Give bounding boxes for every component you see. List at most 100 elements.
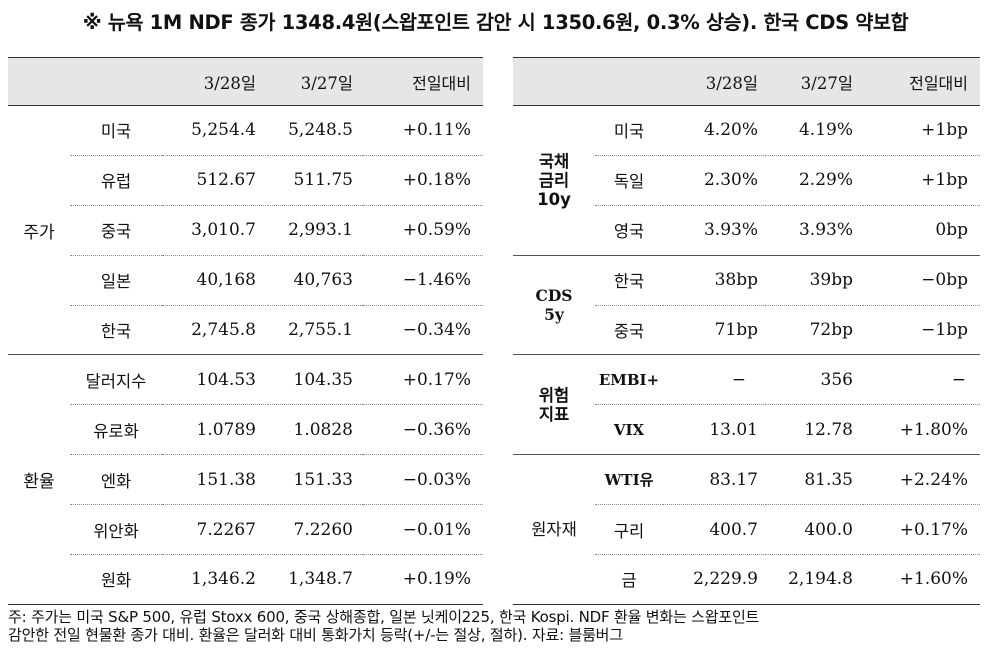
group-label-text: 국채 금리 10y xyxy=(537,151,571,209)
table-row: 한국 2,745.8 2,755.1 −0.34% xyxy=(8,305,483,356)
value-3-27: 151.33 xyxy=(268,454,363,506)
value-3-28: 5,254.4 xyxy=(162,105,268,156)
value-change: +0.11% xyxy=(363,105,483,156)
value-change: +2.24% xyxy=(863,454,980,506)
group-label-text: 위험 지표 xyxy=(538,385,570,424)
header-blank xyxy=(70,57,162,106)
group-label-risk: 위험 지표 xyxy=(513,354,595,456)
value-3-27: 2.29% xyxy=(766,155,863,206)
value-change: +0.17% xyxy=(363,354,483,406)
value-change: −0.03% xyxy=(363,454,483,506)
value-change: +0.18% xyxy=(363,155,483,206)
value-change: −0bp xyxy=(863,255,980,306)
table-row: 환율 달러지수 104.53 104.35 +0.17% xyxy=(8,354,483,605)
table-header-row: 3/28일 3/27일 전일대비 xyxy=(8,57,483,106)
value-3-28: 13.01 xyxy=(663,404,766,456)
value-3-27: 39bp xyxy=(766,255,863,306)
header-date-1: 3/28일 xyxy=(162,57,268,106)
table-row: 중국 3,010.7 2,993.1 +0.59% xyxy=(8,205,483,256)
group-label-text: CDS 5y xyxy=(535,286,573,325)
row-name: 일본 xyxy=(70,255,162,306)
table-row: 유럽 512.67 511.75 +0.18% xyxy=(8,155,483,206)
value-3-28: 83.17 xyxy=(663,454,766,506)
table-header-row: 3/28일 3/27일 전일대비 xyxy=(513,57,980,106)
row-name: 유럽 xyxy=(70,155,162,206)
value-change: +1.80% xyxy=(863,404,980,456)
value-change: −1bp xyxy=(863,305,980,356)
value-change: −0.01% xyxy=(363,504,483,556)
value-3-27: 5,248.5 xyxy=(268,105,363,156)
table-row: 원화 1,346.2 1,348.7 +0.19% xyxy=(8,554,483,605)
value-change: +1.60% xyxy=(863,554,980,605)
group-label-commodities: 원자재 xyxy=(513,454,595,605)
value-3-27: 2,755.1 xyxy=(268,305,363,356)
value-change: −1.46% xyxy=(363,255,483,306)
value-3-27: 72bp xyxy=(766,305,863,356)
value-3-27: 400.0 xyxy=(766,504,863,556)
group-label-fx: 환율 xyxy=(8,354,70,605)
header-date-2: 3/27일 xyxy=(268,57,363,106)
value-change: +1bp xyxy=(863,155,980,206)
value-change: +1bp xyxy=(863,105,980,156)
row-name: 영국 xyxy=(595,205,663,256)
row-name: 달러지수 xyxy=(70,354,162,406)
value-3-28: 71bp xyxy=(663,305,766,356)
footnote: 주: 주가는 미국 S&P 500, 유럽 Stoxx 600, 중국 상해종합… xyxy=(8,608,983,644)
value-3-28: 40,168 xyxy=(162,255,268,306)
value-change: +0.19% xyxy=(363,554,483,605)
left-market-table: 3/28일 3/27일 전일대비 주가 미국 5,254.4 5,248.5 +… xyxy=(8,57,483,605)
row-name: 중국 xyxy=(70,205,162,256)
header-blank xyxy=(513,57,595,106)
value-3-28: 512.67 xyxy=(162,155,268,206)
value-change: +0.17% xyxy=(863,504,980,556)
group-label-bond-yield: 국채 금리 10y xyxy=(513,105,595,256)
table-row: 일본 40,168 40,763 −1.46% xyxy=(8,255,483,306)
table-row: 주가 미국 5,254.4 5,248.5 +0.11% xyxy=(8,105,483,356)
table-row: 구리 400.7 400.0 +0.17% xyxy=(513,504,980,556)
header-change: 전일대비 xyxy=(863,57,980,106)
value-3-27: 1.0828 xyxy=(268,404,363,456)
value-3-27: 4.19% xyxy=(766,105,863,156)
value-3-28: 1,346.2 xyxy=(162,554,268,605)
group-label-stocks: 주가 xyxy=(8,105,70,356)
header-date-2: 3/27일 xyxy=(766,57,863,106)
value-change: −0.34% xyxy=(363,305,483,356)
value-change: +0.59% xyxy=(363,205,483,256)
value-3-28: 2,229.9 xyxy=(663,554,766,605)
table-row: 영국 3.93% 3.93% 0bp xyxy=(513,205,980,256)
value-3-27: 2,194.8 xyxy=(766,554,863,605)
value-3-28: 7.2267 xyxy=(162,504,268,556)
table-row: 유로화 1.0789 1.0828 −0.36% xyxy=(8,404,483,456)
value-3-27: 7.2260 xyxy=(268,504,363,556)
row-name: 구리 xyxy=(595,504,663,556)
value-3-27: 3.93% xyxy=(766,205,863,256)
row-name: VIX xyxy=(595,404,663,456)
value-change: − xyxy=(863,354,980,406)
value-3-28: 38bp xyxy=(663,255,766,306)
footnote-line-2: 감안한 전일 현물환 종가 대비. 환율은 달러화 대비 통화가치 등락(+/-… xyxy=(8,626,623,644)
row-name: 원화 xyxy=(70,554,162,605)
header-blank xyxy=(595,57,663,106)
value-3-28: 400.7 xyxy=(663,504,766,556)
table-row: 금 2,229.9 2,194.8 +1.60% xyxy=(513,554,980,605)
value-3-27: 511.75 xyxy=(268,155,363,206)
value-3-27: 81.35 xyxy=(766,454,863,506)
value-3-28: 104.53 xyxy=(162,354,268,406)
table-row: CDS 5y 한국 38bp 39bp −0bp xyxy=(513,255,980,356)
value-3-27: 104.35 xyxy=(268,354,363,406)
row-name: 중국 xyxy=(595,305,663,356)
table-row: 중국 71bp 72bp −1bp xyxy=(513,305,980,356)
row-name: 유로화 xyxy=(70,404,162,456)
row-name: 미국 xyxy=(595,105,663,156)
row-name: 독일 xyxy=(595,155,663,206)
table-row: 위안화 7.2267 7.2260 −0.01% xyxy=(8,504,483,556)
value-3-27: 12.78 xyxy=(766,404,863,456)
row-name: 위안화 xyxy=(70,504,162,556)
value-3-28: 151.38 xyxy=(162,454,268,506)
value-3-27: 40,763 xyxy=(268,255,363,306)
value-3-28: 3,010.7 xyxy=(162,205,268,256)
value-3-27: 2,993.1 xyxy=(268,205,363,256)
value-3-28: 3.93% xyxy=(663,205,766,256)
row-name: 한국 xyxy=(595,255,663,306)
footnote-line-1: 주: 주가는 미국 S&P 500, 유럽 Stoxx 600, 중국 상해종합… xyxy=(8,608,760,626)
